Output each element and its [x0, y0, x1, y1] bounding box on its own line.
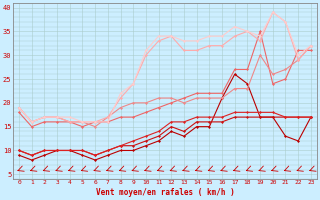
- X-axis label: Vent moyen/en rafales ( km/h ): Vent moyen/en rafales ( km/h ): [96, 188, 234, 197]
